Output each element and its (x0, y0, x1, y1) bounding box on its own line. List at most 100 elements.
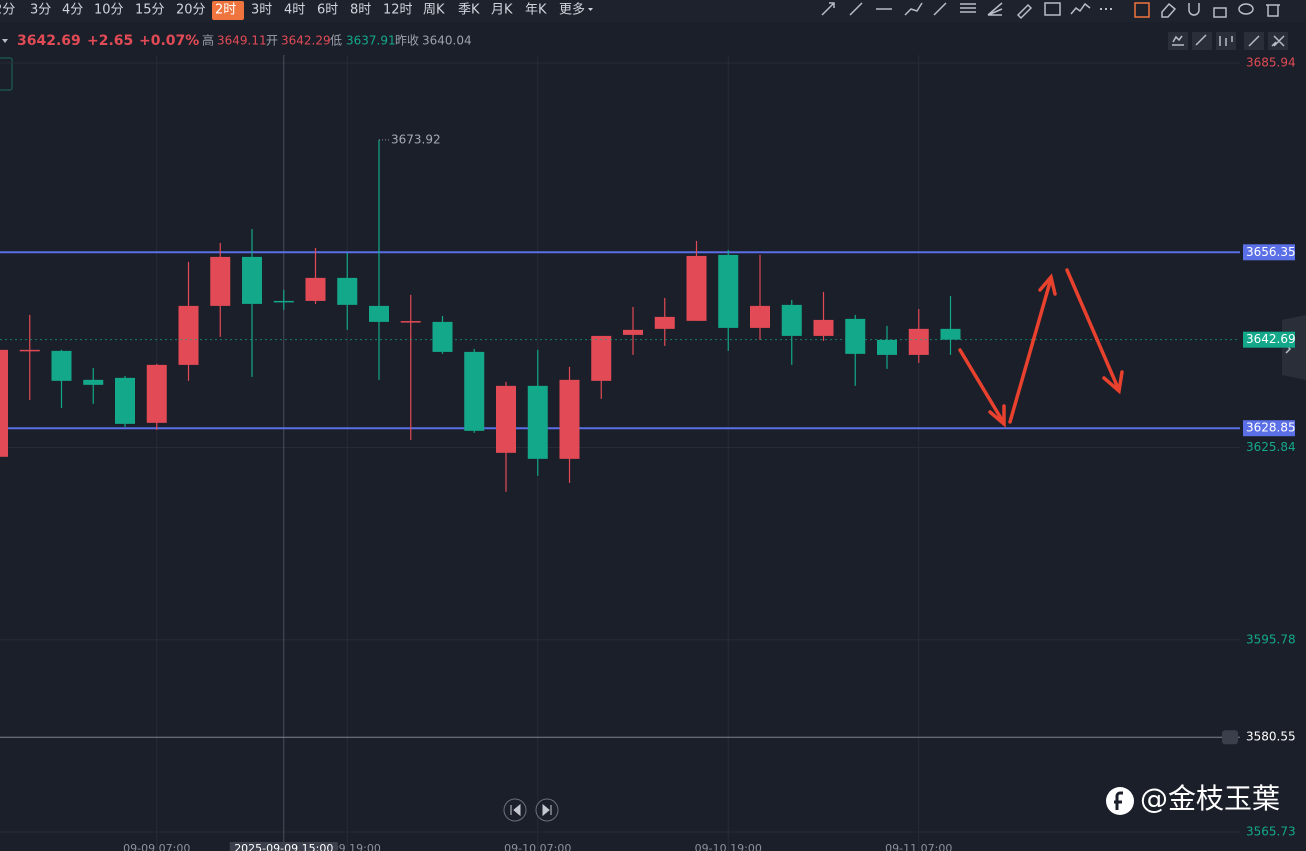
interval[interactable]: 10分 (94, 3, 124, 18)
x-tick-label: 09-10 19:00 (695, 842, 762, 851)
x-tick-label: 09-11 07:00 (885, 842, 952, 851)
price-axis-panel (1240, 22, 1306, 851)
dropdown[interactable] (2, 39, 8, 43)
price-line-label-bg (1243, 244, 1295, 261)
crosshair-label: 2025-09-09 15:00 (234, 842, 333, 851)
toolbar (0, 0, 1306, 22)
price-line-label: 3628.85 (1246, 421, 1296, 435)
price-line-label-bg (1243, 729, 1295, 746)
tool-pen[interactable] (1016, 3, 1033, 20)
arrow-down (1065, 268, 1124, 395)
interval[interactable]: 2分 (0, 3, 15, 18)
tool-fan[interactable] (987, 2, 1003, 16)
x-tick-label: 09-10 07:00 (504, 842, 571, 851)
y-tick-label: 3595.78 (1246, 632, 1296, 646)
icon-glyphs (1172, 34, 1285, 47)
low: 3637.91 (346, 34, 396, 48)
arrow-down (958, 348, 1006, 428)
tool-image[interactable] (1044, 2, 1061, 16)
change-pct: +0.07% (139, 33, 199, 49)
tool-eye[interactable] (1238, 3, 1254, 15)
tool-segment[interactable] (933, 2, 947, 16)
interval[interactable]: 6时 (317, 3, 338, 18)
open-label: 开 (266, 34, 278, 48)
tool-ray[interactable] (821, 2, 835, 16)
candle-body (242, 256, 262, 304)
x-tick-label: 09-09 07:00 (123, 842, 190, 851)
toolbar-icons (821, 2, 1280, 20)
candle-body (305, 277, 326, 301)
candle-body (464, 351, 485, 431)
candle-body (369, 305, 389, 322)
price-line-label: 3580.55 (1246, 730, 1296, 744)
candle-body (781, 304, 802, 336)
candle-body (83, 379, 104, 385)
interval[interactable]: 8时 (350, 3, 371, 18)
candle-body (845, 318, 866, 354)
arrow-up (1008, 273, 1057, 424)
last-price: 3642.69 (17, 33, 81, 49)
tool-wave[interactable] (1070, 2, 1091, 15)
tool-trash[interactable] (1266, 4, 1280, 17)
tool-magnet[interactable] (1188, 3, 1200, 16)
prev-close: 3640.04 (422, 34, 472, 48)
candle-body (273, 300, 294, 303)
price-line-label-bg (1243, 420, 1295, 437)
candle-body (400, 321, 421, 323)
candle-body (527, 385, 548, 459)
crosshair-label-bg (229, 842, 338, 851)
candle-body (19, 349, 40, 352)
interval[interactable]: 年K (525, 3, 547, 18)
change: +2.65 (87, 33, 133, 49)
interval[interactable]: 4时 (284, 3, 305, 18)
interval[interactable]: 12时 (383, 3, 413, 18)
candle-body (210, 256, 231, 306)
candle-body (559, 379, 580, 459)
y-tick-label: 3625.84 (1246, 440, 1296, 454)
candle-body (337, 277, 358, 305)
icon-btn[interactable] (1192, 32, 1212, 50)
candle-body (686, 255, 707, 321)
y-tick-label: 3565.73 (1246, 825, 1296, 839)
icon-btn[interactable] (1168, 32, 1188, 50)
interval[interactable]: 2时 (215, 3, 236, 18)
candle-body (940, 328, 961, 340)
interval[interactable]: 3分 (30, 3, 51, 18)
high: 3649.11 (217, 34, 267, 48)
interval[interactable]: 季K (458, 3, 480, 18)
interval[interactable]: 更多 (559, 2, 585, 18)
tool-lock[interactable] (1213, 7, 1227, 18)
candle-body (146, 364, 167, 423)
interval[interactable]: 周K (423, 3, 445, 18)
current-price-label: 3642.69 (1246, 332, 1296, 346)
candle-body (591, 335, 612, 381)
candle-body (115, 377, 135, 424)
candle-body (813, 319, 834, 336)
tool-edit[interactable] (1134, 2, 1150, 18)
current-price-bg (1243, 331, 1295, 348)
open: 3642.29 (281, 34, 331, 48)
interval[interactable]: 4分 (62, 3, 83, 18)
interval[interactable]: 月K (491, 3, 513, 18)
candle-body (623, 329, 643, 335)
interval[interactable]: 3时 (251, 3, 272, 18)
interval[interactable]: 20分 (176, 3, 206, 18)
candle-body (654, 316, 675, 329)
candle-body (51, 350, 72, 381)
tool-eraser[interactable] (1161, 2, 1177, 18)
candle-body (877, 339, 897, 355)
y-tick-label: 3685.94 (1246, 56, 1296, 70)
tool-polyline[interactable] (904, 2, 923, 16)
tool-line[interactable] (849, 2, 863, 16)
alert-bell[interactable] (1222, 730, 1238, 745)
interval[interactable]: 15分 (135, 3, 165, 18)
side-tab[interactable] (0, 57, 13, 91)
watermark-glyph (1114, 791, 1123, 810)
candle-body (750, 305, 770, 328)
high-annotation: 3673.92 (391, 132, 441, 146)
candle-body (718, 254, 739, 328)
tool-fib[interactable] (960, 3, 976, 13)
